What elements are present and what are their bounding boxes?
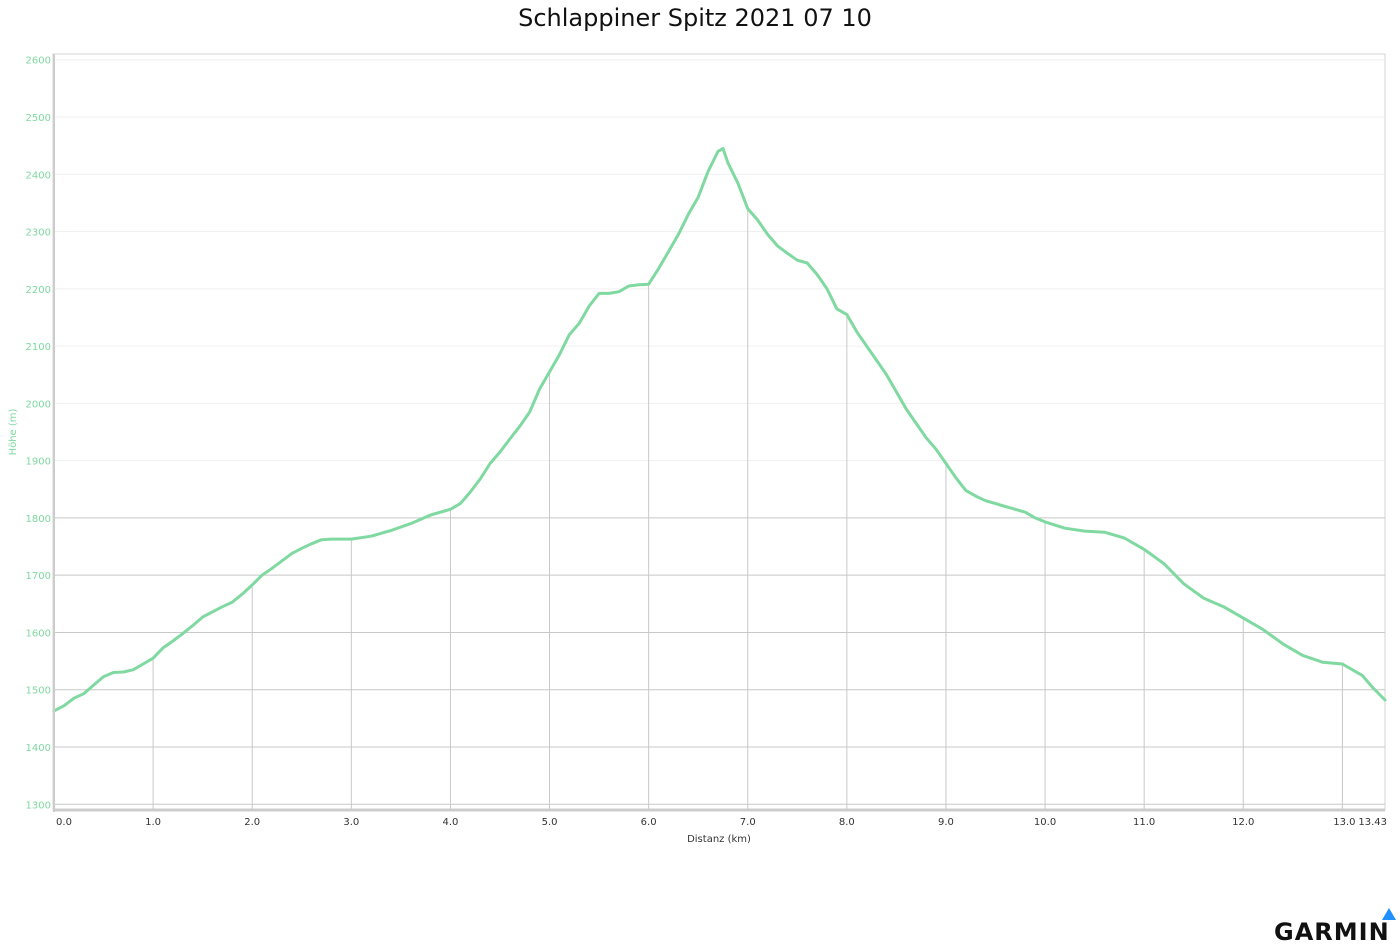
x-axis-ticks: 0.0 1.0 2.0 3.0 4.0 5.0 6.0 7.0 8.0 9.0 10.0 11.0 12… bbox=[56, 817, 1387, 828]
x-tick-label: 13.43 bbox=[1358, 817, 1387, 828]
x-tick-label: 9.0 bbox=[938, 817, 954, 828]
elevation-series-line bbox=[52, 147, 1387, 713]
garmin-wordmark: GARMIN bbox=[1274, 918, 1390, 946]
x-tick-label: 4.0 bbox=[442, 817, 458, 828]
grid bbox=[54, 59, 1385, 810]
y-tick-label: 1800 bbox=[26, 514, 51, 525]
x-tick-label: 0.0 bbox=[56, 817, 72, 828]
x-tick-label: 1.0 bbox=[145, 817, 161, 828]
chart-title: Schlappiner Spitz 2021 07 10 bbox=[518, 4, 872, 32]
y-tick-label: 1700 bbox=[26, 571, 51, 582]
y-tick-label: 1300 bbox=[26, 800, 51, 811]
x-tick-label: 11.0 bbox=[1133, 817, 1155, 828]
y-tick-label: 2100 bbox=[26, 342, 51, 353]
y-tick-label: 2300 bbox=[26, 228, 51, 239]
x-tick-label: 7.0 bbox=[740, 817, 756, 828]
y-tick-label: 1400 bbox=[26, 743, 51, 754]
x-axis-title: Distanz (km) bbox=[687, 834, 751, 845]
x-tick-label: 5.0 bbox=[542, 817, 558, 828]
x-tick-label: 2.0 bbox=[244, 817, 260, 828]
y-tick-label: 1600 bbox=[26, 628, 51, 639]
x-tick-label: 13.0 bbox=[1333, 817, 1355, 828]
garmin-logo: GARMIN bbox=[1274, 906, 1398, 946]
garmin-triangle-icon bbox=[1382, 908, 1396, 920]
y-tick-label: 2500 bbox=[26, 113, 51, 124]
y-tick-label: 1900 bbox=[26, 457, 51, 468]
y-tick-label: 2200 bbox=[26, 285, 51, 296]
y-axis-ticks: 2600 2500 2400 2300 2200 2100 2000 1900 1800 1700… bbox=[26, 56, 51, 812]
x-tick-label: 12.0 bbox=[1232, 817, 1254, 828]
y-axis-title: Höhe (m) bbox=[8, 408, 19, 455]
y-tick-label: 1500 bbox=[26, 686, 51, 697]
x-tick-label: 6.0 bbox=[641, 817, 657, 828]
y-tick-label: 2400 bbox=[26, 170, 51, 181]
x-tick-label: 3.0 bbox=[343, 817, 359, 828]
y-tick-label: 2000 bbox=[26, 399, 51, 410]
y-tick-label: 2600 bbox=[26, 56, 51, 67]
x-tick-label: 8.0 bbox=[839, 817, 855, 828]
plot-frame bbox=[52, 53, 1386, 811]
x-tick-label: 10.0 bbox=[1034, 817, 1056, 828]
